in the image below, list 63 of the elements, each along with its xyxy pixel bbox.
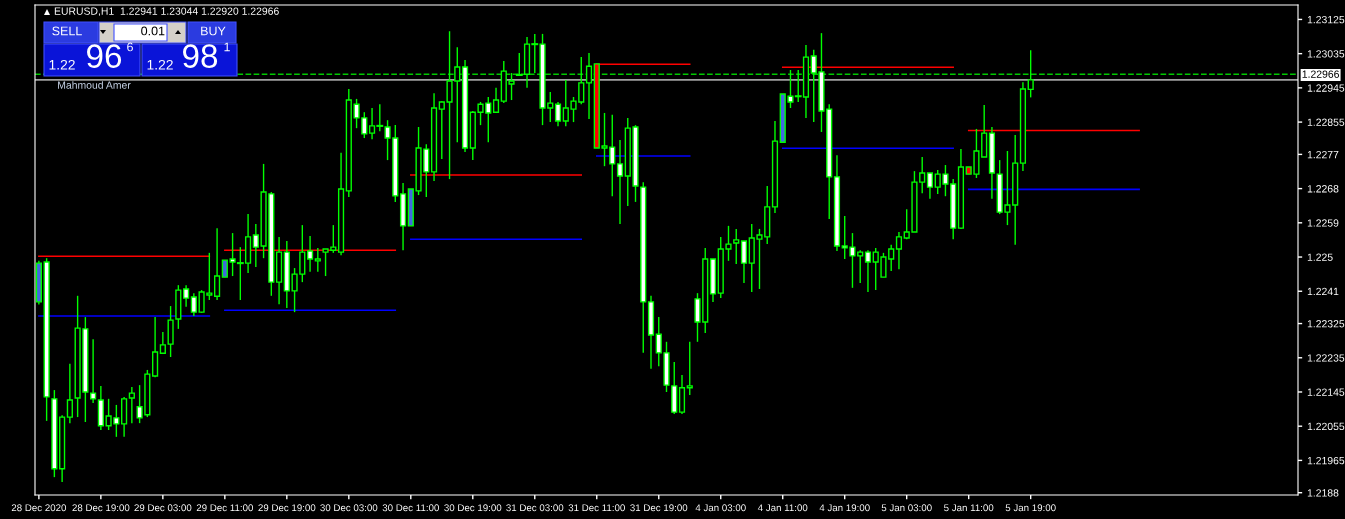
x-tick-label: 31 Dec 11:00 — [568, 504, 625, 512]
candlestick — [182, 284, 190, 308]
x-tick-label: 30 Dec 11:00 — [382, 504, 439, 512]
y-tick-label: 1.22325 — [1307, 320, 1345, 328]
y-tick-label: 1.2268 — [1307, 185, 1339, 193]
x-tick-label: 29 Dec 11:00 — [196, 504, 254, 512]
chart-title: EURUSD,H1 1.22941 1.23044 1.22920 1.22966 — [54, 7, 279, 17]
annotation: 98 — [183, 44, 218, 68]
x-tick-label: 28 Dec 19:00 — [72, 504, 130, 512]
y-tick-label: 1.2188 — [1307, 489, 1339, 497]
x-tick-label: 28 Dec 2020 — [11, 504, 67, 512]
candlestick — [306, 235, 314, 273]
ref-line-label: 1.22966 — [1302, 70, 1339, 78]
candlestick — [90, 338, 97, 404]
x-tick-label: 5 Jan 11:00 — [944, 504, 994, 512]
x-tick-label: 5 Jan 03:00 — [881, 504, 932, 512]
candlestick — [926, 172, 934, 200]
annotation: Mahmoud Amer — [58, 81, 131, 89]
candlestick — [686, 341, 693, 396]
y-tick-label: 1.23125 — [1307, 15, 1345, 24]
annotation: BUY — [201, 26, 226, 36]
x-tick-label: 30 Dec 03:00 — [320, 504, 378, 512]
y-tick-label: 1.22145 — [1307, 388, 1345, 396]
candlestick — [314, 247, 321, 273]
y-tick-label: 1.22945 — [1307, 84, 1345, 92]
y-tick-label: 1.23035 — [1307, 50, 1345, 58]
x-tick-label: 30 Dec 19:00 — [444, 504, 502, 512]
candlestick — [66, 363, 73, 424]
candlestick — [492, 87, 500, 114]
y-tick-label: 1.22855 — [1307, 118, 1345, 126]
annotation: 1.22 — [147, 59, 173, 70]
candlestick — [864, 249, 872, 293]
candlestick — [740, 240, 748, 284]
x-tick-label: 31 Dec 19:00 — [630, 504, 688, 512]
candlestick — [159, 331, 166, 355]
y-tick-label: 1.22235 — [1307, 354, 1345, 362]
y-tick-label: 1.2259 — [1307, 219, 1339, 227]
candlestick — [895, 231, 903, 270]
y-tick-label: 1.21965 — [1307, 456, 1345, 465]
x-tick-label: 29 Dec 19:00 — [258, 504, 316, 512]
x-tick-label: 4 Jan 19:00 — [819, 504, 870, 512]
annotation: 6 — [127, 42, 133, 52]
x-tick-label: 31 Dec 03:00 — [506, 504, 564, 512]
y-tick-label: 1.225 — [1307, 253, 1333, 261]
candlestick — [152, 316, 159, 378]
candlestick — [616, 139, 624, 225]
candlestick — [585, 52, 593, 120]
y-tick-label: 1.2241 — [1307, 287, 1339, 296]
annotation: SELL — [52, 26, 82, 36]
candlestick — [1027, 49, 1034, 99]
y-tick-label: 1.2277 — [1307, 150, 1339, 159]
candlestick — [128, 386, 135, 424]
candlestick — [213, 227, 221, 301]
x-tick-label: 5 Jan 19:00 — [1005, 504, 1056, 512]
x-tick-label: 4 Jan 03:00 — [695, 504, 746, 512]
annotation: 96 — [87, 44, 122, 68]
candlestick — [554, 101, 562, 127]
annotation: 0.01 — [141, 26, 165, 36]
x-tick-label: 4 Jan 11:00 — [757, 504, 808, 512]
annotation: 1 — [224, 42, 230, 52]
x-tick-label: 29 Dec 03:00 — [134, 504, 192, 512]
y-tick-label: 1.22055 — [1307, 422, 1345, 431]
annotation: 1.22 — [49, 59, 75, 70]
